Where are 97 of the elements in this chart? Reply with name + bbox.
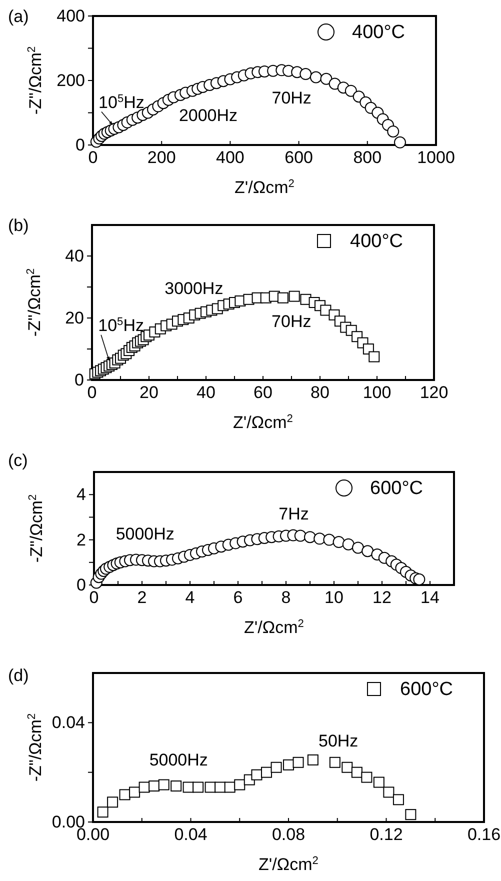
annotation: 10$^{5}$Hz	[98, 316, 144, 335]
point	[344, 84, 357, 97]
annotation: 5000Hz	[149, 750, 208, 770]
x-tick-label: 100	[362, 383, 392, 402]
point	[224, 782, 236, 793]
x-tick-label: 200	[147, 148, 176, 168]
point	[394, 136, 406, 148]
point	[332, 536, 345, 548]
chart-title: (a)	[8, 7, 29, 26]
x-tick-label: 120	[420, 383, 448, 402]
x-axis-title: Z'/Ωcm$^{2}$	[233, 413, 293, 432]
x-tick-label: 0.08	[272, 825, 306, 844]
point	[170, 780, 182, 792]
annotation: 7Hz	[278, 504, 309, 524]
annotation: 5000Hz	[116, 524, 174, 544]
point	[361, 772, 372, 783]
annotation: 3000Hz	[164, 278, 224, 298]
y-tick-label: 40	[65, 246, 84, 266]
point	[234, 779, 246, 790]
x-tick-label: 1000	[417, 148, 455, 168]
legend-label: 600°C	[370, 478, 424, 499]
point	[342, 762, 353, 773]
point	[288, 290, 300, 302]
point	[405, 809, 416, 820]
point	[314, 532, 326, 545]
point	[392, 794, 404, 806]
point	[329, 756, 340, 768]
y-tick-label: 200	[56, 70, 85, 90]
y-tick-label: 2	[76, 530, 86, 550]
point	[383, 786, 394, 798]
x-axis-title: Z'/Ωcm$^{2}$	[258, 855, 318, 874]
point	[373, 776, 384, 788]
x-tick-label: 8	[281, 588, 291, 608]
point	[107, 796, 118, 808]
y-tick-label: 400	[56, 6, 85, 26]
x-tick-label: 6	[233, 588, 243, 608]
point	[251, 769, 262, 780]
chart-title: (b)	[8, 216, 29, 235]
point	[129, 786, 140, 798]
x-tick-label: 20	[140, 383, 158, 402]
x-tick-label: 0.12	[370, 825, 403, 844]
point	[192, 782, 204, 793]
y-tick-label: 20	[65, 308, 84, 328]
point	[352, 542, 364, 554]
point	[294, 530, 306, 542]
point	[292, 756, 304, 768]
y-tick-label: 0	[76, 135, 85, 154]
annotation: 70Hz	[272, 88, 312, 108]
annotation: 2000Hz	[178, 106, 238, 125]
x-tick-label: 60	[254, 383, 272, 402]
point	[261, 766, 272, 778]
point	[307, 754, 318, 766]
point	[320, 304, 332, 316]
chart-title: (c)	[8, 451, 28, 470]
point	[270, 762, 282, 773]
x-axis-title: Z'/Ωcm$^{2}$	[234, 178, 294, 197]
point	[158, 779, 170, 790]
y-tick-label: 0	[76, 575, 86, 594]
x-tick-label: 0.04	[174, 825, 208, 844]
x-tick-label: 0	[89, 588, 99, 608]
x-axis-title: Z'/Ωcm$^{2}$	[244, 618, 304, 637]
legend-label: 400°C	[350, 231, 404, 252]
point	[323, 534, 336, 546]
point	[387, 125, 400, 138]
point	[277, 292, 288, 304]
point	[342, 538, 354, 550]
point	[283, 759, 294, 770]
legend-label: 600°C	[400, 679, 454, 700]
point	[304, 531, 316, 544]
x-tick-label: 0.16	[467, 825, 501, 844]
chart-title: (d)	[8, 666, 29, 685]
x-tick-label: 80	[310, 383, 330, 402]
y-tick-label: 4	[76, 485, 86, 504]
annotation: 50Hz	[318, 731, 358, 750]
legend-label: 400°C	[352, 22, 406, 43]
x-tick-label: 2	[137, 588, 147, 608]
point	[97, 806, 108, 818]
point	[310, 71, 322, 84]
point	[351, 766, 362, 778]
point	[320, 72, 332, 85]
y-tick-label: 0	[74, 370, 84, 390]
point	[119, 789, 130, 800]
x-tick-label: 14	[420, 588, 440, 608]
x-tick-label: 12	[372, 588, 392, 608]
x-tick-label: 40	[196, 383, 216, 402]
annotation: 70Hz	[272, 312, 312, 331]
point	[413, 573, 426, 586]
x-tick-label: 600	[284, 148, 313, 168]
x-tick-label: 10	[324, 588, 344, 608]
point	[300, 68, 312, 80]
x-tick-label: 800	[353, 148, 382, 168]
annotation: 10$^{5}$Hz	[98, 92, 144, 112]
point	[362, 545, 374, 558]
y-tick-label: 0.04	[52, 713, 85, 732]
x-tick-label: 400	[216, 148, 244, 168]
point	[368, 351, 380, 362]
x-tick-label: 4	[185, 588, 195, 608]
